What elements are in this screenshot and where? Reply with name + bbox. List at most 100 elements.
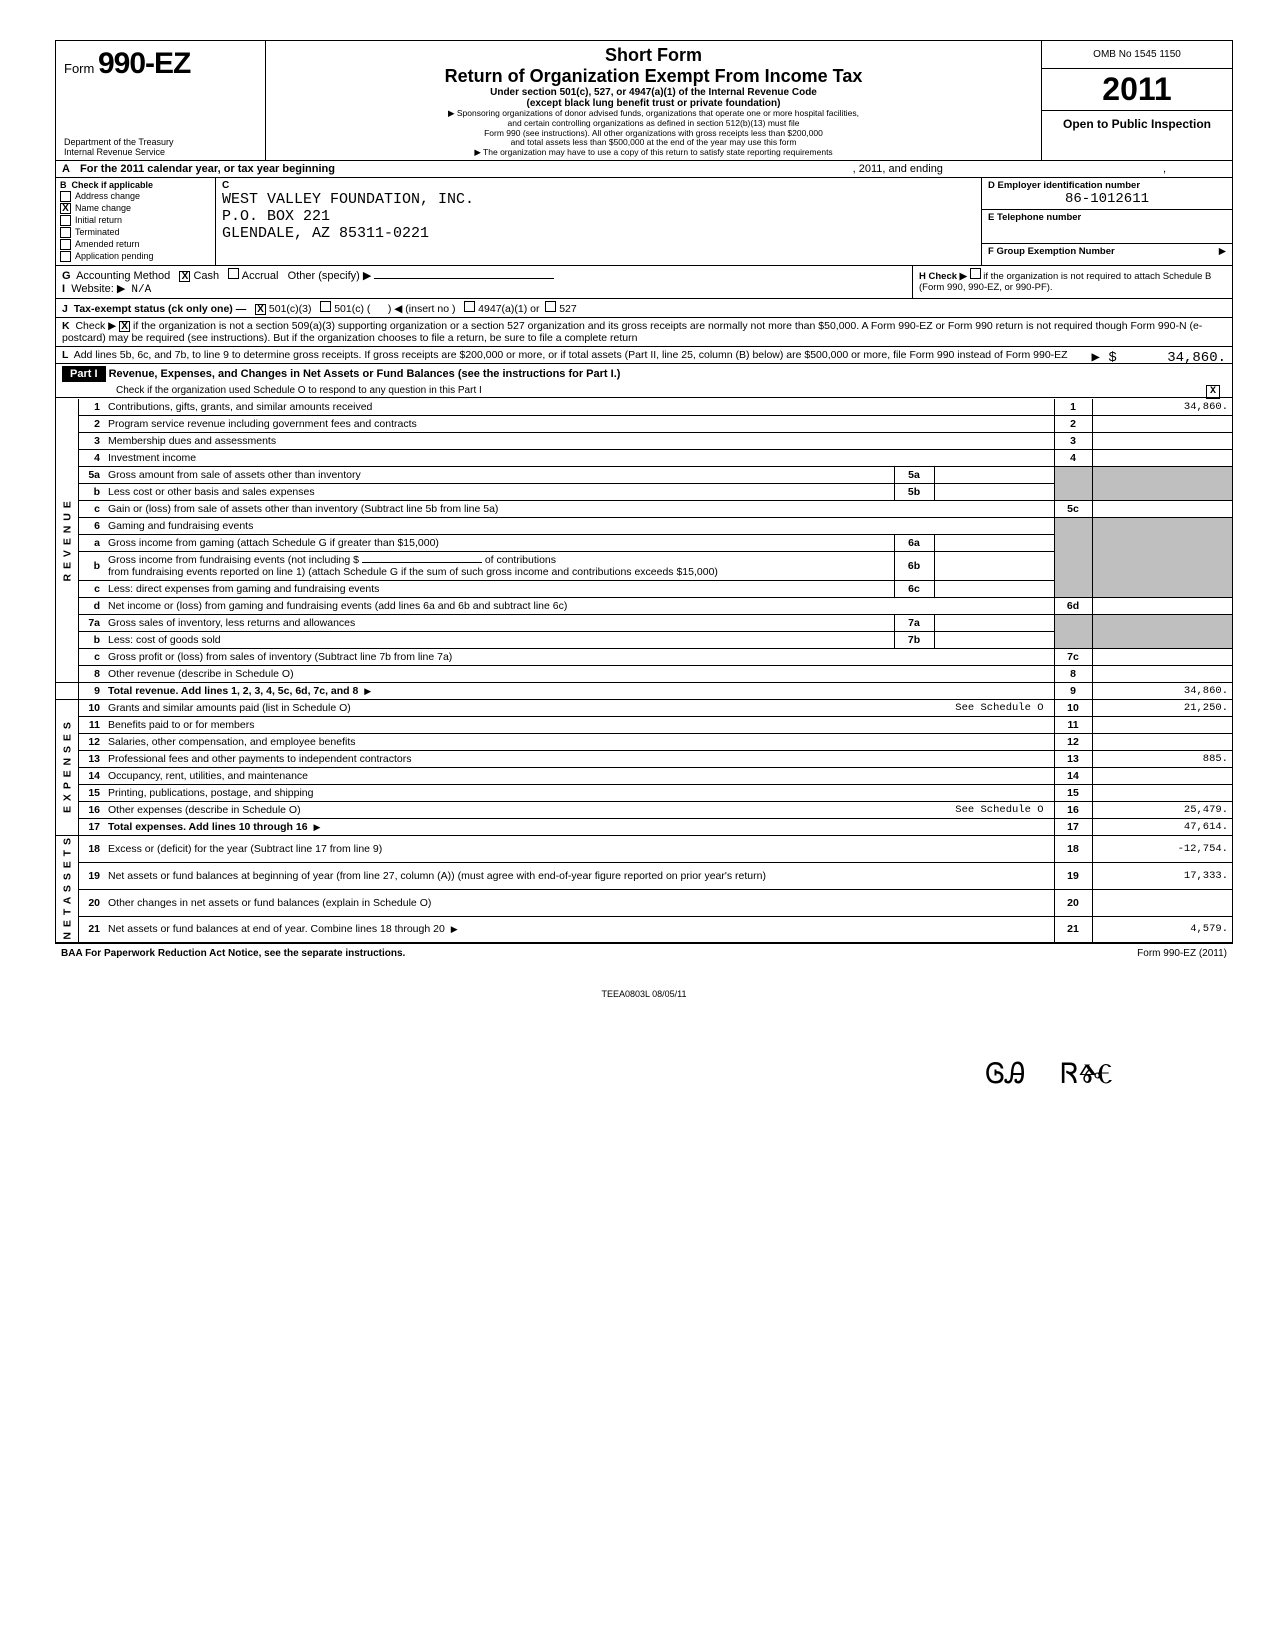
ck-cash[interactable]: X <box>179 271 190 282</box>
ck-initial-return[interactable] <box>60 215 71 226</box>
ln5a-no: 5a <box>78 466 104 483</box>
ck-name-change[interactable]: X <box>60 203 71 214</box>
ln6c-desc: Less: direct expenses from gaming and fu… <box>104 580 894 597</box>
ln2-desc: Program service revenue including govern… <box>104 415 1054 432</box>
shade-6abc <box>1054 517 1092 597</box>
form-title: Return of Organization Exempt From Incom… <box>272 66 1035 87</box>
ln11-amt <box>1092 716 1232 733</box>
k-label: K <box>62 320 70 332</box>
line-a-mid: , 2011, and ending <box>853 163 943 175</box>
ln5b-midval <box>934 483 1054 500</box>
lbl-527: 527 <box>559 303 577 315</box>
ln16-note: See Schedule O <box>934 801 1054 818</box>
ln19-box: 19 <box>1054 862 1092 889</box>
ln5a-midval <box>934 466 1054 483</box>
line-l: L Add lines 5b, 6c, and 7b, to line 9 to… <box>56 347 1232 364</box>
ck-501c3[interactable]: X <box>255 304 266 315</box>
i-label: I <box>62 283 65 295</box>
ln6b-midval <box>934 551 1054 580</box>
row-g: G Accounting Method X Cash Accrual Other… <box>56 266 1232 299</box>
form-header: Form 990-EZ Department of the Treasury I… <box>56 41 1232 161</box>
ck-h[interactable] <box>970 268 981 279</box>
ln12-no: 12 <box>78 733 104 750</box>
box-d: D Employer identification number 86-1012… <box>982 178 1232 210</box>
row-g-left: G Accounting Method X Cash Accrual Other… <box>56 266 912 298</box>
ln10-note: See Schedule O <box>934 699 1054 716</box>
row-5a: 5a Gross amount from sale of assets othe… <box>56 466 1232 483</box>
ln21-no: 21 <box>78 916 104 943</box>
col-b-checks: B Check if applicable Address change XNa… <box>56 178 216 265</box>
row-19: 19 Net assets or fund balances at beginn… <box>56 862 1232 889</box>
ln20-no: 20 <box>78 889 104 916</box>
lbl-cash: Cash <box>193 270 219 282</box>
ln5a-mid: 5a <box>894 466 934 483</box>
ln11-box: 11 <box>1054 716 1092 733</box>
ln7c-no: c <box>78 648 104 665</box>
ln5b-mid: 5b <box>894 483 934 500</box>
ln5a-desc: Gross amount from sale of assets other t… <box>104 466 894 483</box>
line-a: A For the 2011 calendar year, or tax yea… <box>56 161 1232 178</box>
row-6d: d Net income or (loss) from gaming and f… <box>56 597 1232 614</box>
part1-title: Revenue, Expenses, and Changes in Net As… <box>109 368 621 380</box>
ln14-amt <box>1092 767 1232 784</box>
lbl-other: Other (specify) ▶ <box>288 270 372 282</box>
ln16-no: 16 <box>78 801 104 818</box>
shade-7ab-amt <box>1092 614 1232 648</box>
ln7b-mid: 7b <box>894 631 934 648</box>
part1-checkbox[interactable]: X <box>1206 385 1220 399</box>
lbl-terminated: Terminated <box>75 227 120 237</box>
lbl-name-change: Name change <box>75 203 131 213</box>
ln10-no: 10 <box>78 699 104 716</box>
ck-k[interactable]: X <box>119 321 130 332</box>
ck-527[interactable] <box>545 301 556 312</box>
row-17: 17 Total expenses. Add lines 10 through … <box>56 818 1232 835</box>
form-number: Form 990-EZ <box>64 47 257 81</box>
c-label: C <box>222 180 975 191</box>
header-right: OMB No 1545 1150 2011 Open to Public Ins… <box>1042 41 1232 160</box>
org-addr2: GLENDALE, AZ 85311-0221 <box>222 225 975 242</box>
shade-5ab <box>1054 466 1092 500</box>
ck-terminated[interactable] <box>60 227 71 238</box>
ln1-amt: 34,860. <box>1092 399 1232 416</box>
ln9-no: 9 <box>78 682 104 699</box>
ck-501c[interactable] <box>320 301 331 312</box>
ln12-desc: Salaries, other compensation, and employ… <box>104 733 1054 750</box>
ln6c-midval <box>934 580 1054 597</box>
e-label: E Telephone number <box>988 212 1226 223</box>
ck-app-pending[interactable] <box>60 251 71 262</box>
ln17-no: 17 <box>78 818 104 835</box>
ln6a-desc: Gross income from gaming (attach Schedul… <box>104 534 894 551</box>
ln13-amt: 885. <box>1092 750 1232 767</box>
row-6: 6 Gaming and fundraising events <box>56 517 1232 534</box>
ln13-desc: Professional fees and other payments to … <box>104 750 1054 767</box>
ln6c-no: c <box>78 580 104 597</box>
j-label: J <box>62 303 68 315</box>
f-arrow: ▶ <box>1219 246 1226 257</box>
ln5c-no: c <box>78 500 104 517</box>
section-b-block: B Check if applicable Address change XNa… <box>56 178 1232 266</box>
ln4-box: 4 <box>1054 449 1092 466</box>
baa-right: Form 990-EZ (2011) <box>1137 948 1227 959</box>
form-prefix: Form <box>64 61 94 76</box>
ln5c-box: 5c <box>1054 500 1092 517</box>
row-7a: 7a Gross sales of inventory, less return… <box>56 614 1232 631</box>
ln10-amt: 21,250. <box>1092 699 1232 716</box>
lbl-address-change: Address change <box>75 191 140 201</box>
shade-6abc-amt <box>1092 517 1232 597</box>
ln3-no: 3 <box>78 432 104 449</box>
ln18-no: 18 <box>78 835 104 862</box>
ln6b-tail: of contributions <box>485 554 556 566</box>
row-8: 8 Other revenue (describe in Schedule O)… <box>56 665 1232 682</box>
ck-amended[interactable] <box>60 239 71 250</box>
ck-address-change[interactable] <box>60 191 71 202</box>
ck-4947[interactable] <box>464 301 475 312</box>
k-text: Check ▶ <box>75 320 116 332</box>
ln15-desc: Printing, publications, postage, and shi… <box>104 784 1054 801</box>
row-3: 3 Membership dues and assessments 3 <box>56 432 1232 449</box>
ln18-box: 18 <box>1054 835 1092 862</box>
ln4-no: 4 <box>78 449 104 466</box>
ck-accrual[interactable] <box>228 268 239 279</box>
ln9-box: 9 <box>1054 682 1092 699</box>
ln3-amt <box>1092 432 1232 449</box>
lbl-insert: ) ◀ (insert no ) <box>388 303 456 315</box>
